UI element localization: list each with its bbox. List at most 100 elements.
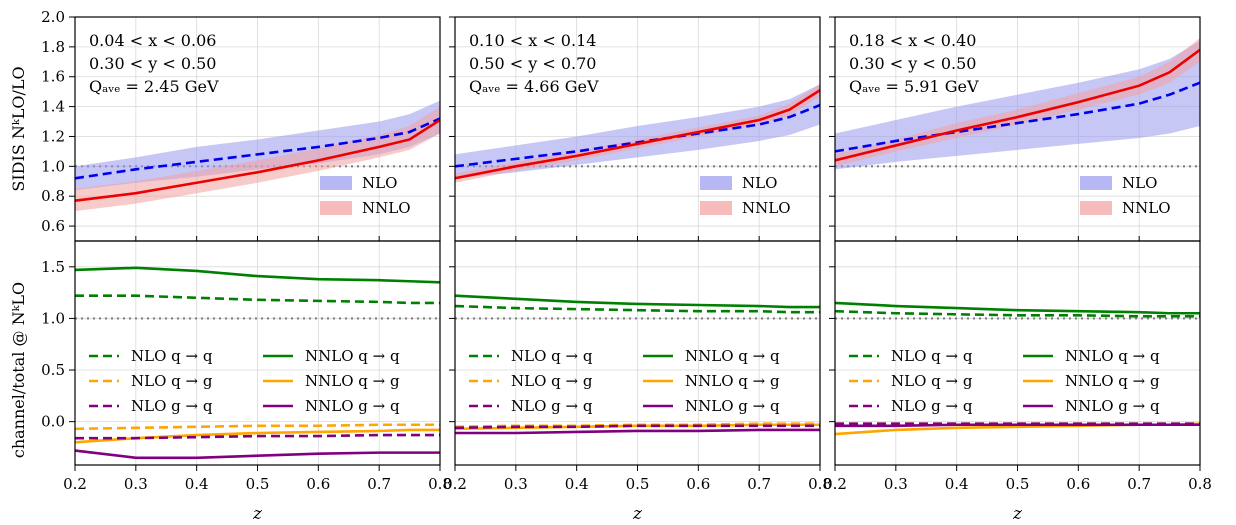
band-nlo <box>75 100 440 191</box>
channel-line-1 <box>454 294 820 309</box>
bottom-legend-label-1: NNLO q → q <box>1065 347 1160 365</box>
bottom-y-tick-label: 1.0 <box>41 309 65 327</box>
channel-line-0 <box>454 304 820 314</box>
bottom-legend-label-4: NLO g → q <box>131 397 213 415</box>
top-y-tick-label: 1.4 <box>41 98 65 116</box>
bottom-legend-label-2: NLO q → g <box>891 372 973 390</box>
panels: 0.2 0.3 0.4 0.5 0.6 0.7 0.8 z 0.6 0.8 1.0 1.2 1.4 1.6… <box>41 8 1212 524</box>
bottom-legend-label-3: NNLO q → g <box>305 372 400 390</box>
panel-left: 0.2 0.3 0.4 0.5 0.6 0.7 0.8 z 0.6 0.8 1.0 1.2 1.4 1.6… <box>41 8 452 524</box>
bottom-legend-label-0: NLO q → q <box>511 347 593 365</box>
top-y-tick-label: 1.6 <box>41 68 65 86</box>
bottom-legend-label-0: NLO q → q <box>891 347 973 365</box>
panel-info-line-2: Qₐᵥₑ = 5.91 GeV <box>849 77 979 96</box>
panel-info-line-1: 0.30 < y < 0.50 <box>89 54 216 73</box>
x-tick-label: 0.5 <box>626 475 650 493</box>
bottom-legend-label-5: NNLO g → q <box>305 397 400 415</box>
bottom-y-tick-label: 1.5 <box>41 258 65 276</box>
top-y-tick-label: 1.0 <box>41 157 65 175</box>
top-legend-swatch-1 <box>1080 201 1112 215</box>
x-tick-label: 0.7 <box>367 475 391 493</box>
bottom-y-tick-label: 0.0 <box>41 413 65 431</box>
x-tick-label: 0.4 <box>565 475 589 493</box>
x-tick-label: 0.3 <box>884 475 908 493</box>
bottom-legend-label-4: NLO g → q <box>511 397 593 415</box>
channel-line-2 <box>74 423 440 431</box>
band-nnlo <box>835 37 1200 167</box>
x-tick-label: 0.8 <box>1188 475 1212 493</box>
x-tick-label: 0.2 <box>63 475 87 493</box>
x-axis-label: z <box>632 504 643 524</box>
x-tick-label: 0.3 <box>124 475 148 493</box>
x-tick-label: 0.6 <box>1066 475 1090 493</box>
top-legend-swatch-0 <box>1080 176 1112 190</box>
top-y-tick-label: 1.8 <box>41 38 65 56</box>
channel-line-0 <box>834 309 1200 318</box>
bottom-legend-label-5: NNLO g → q <box>685 397 780 415</box>
x-axis-label: z <box>252 504 263 524</box>
panel-info-line-2: Qₐᵥₑ = 2.45 GeV <box>89 77 219 96</box>
bottom-legend-label-2: NLO q → g <box>131 372 213 390</box>
x-tick-label: 0.3 <box>504 475 528 493</box>
top-legend-swatch-0 <box>320 176 352 190</box>
bottom-legend-label-3: NNLO q → g <box>1065 372 1160 390</box>
bottom-y-axis-label: channel/total @ NᵏLO <box>9 282 28 458</box>
x-tick-label: 0.2 <box>443 475 467 493</box>
bottom-legend-label-3: NNLO q → g <box>685 372 780 390</box>
line-nlo <box>74 117 441 180</box>
channel-line-5 <box>835 423 1200 428</box>
x-tick-label: 0.4 <box>945 475 969 493</box>
panel-right: 0.2 0.3 0.4 0.5 0.6 0.7 0.8 z 0.18 < x < 0.40 0.3… <box>823 16 1212 524</box>
bottom-legend-label-1: NNLO q → q <box>305 347 400 365</box>
top-legend-label-0: NLO <box>742 174 777 192</box>
panel-info-line-2: Qₐᵥₑ = 4.66 GeV <box>469 77 599 96</box>
x-tick-label: 0.8 <box>428 475 452 493</box>
line-nnlo <box>454 89 821 180</box>
x-tick-label: 0.2 <box>823 475 847 493</box>
top-legend-swatch-1 <box>700 201 732 215</box>
line-nnlo <box>74 118 441 202</box>
line-nnlo <box>834 48 1201 162</box>
top-legend-label-1: NNLO <box>362 199 411 217</box>
panel-middle: 0.2 0.3 0.4 0.5 0.6 0.7 0.8 z 0.10 < x < 0.14 0.5… <box>443 16 832 524</box>
x-tick-label: 0.4 <box>185 475 209 493</box>
x-tick-label: 0.6 <box>306 475 330 493</box>
band-nnlo <box>455 84 820 183</box>
band-nnlo <box>75 106 440 212</box>
panel-info-line-0: 0.04 < x < 0.06 <box>89 31 216 50</box>
x-axis-label: z <box>1012 504 1023 524</box>
channel-line-1 <box>834 301 1200 315</box>
x-tick-label: 0.5 <box>246 475 270 493</box>
panel-info-line-1: 0.50 < y < 0.70 <box>469 54 596 73</box>
channel-line-4 <box>75 433 440 440</box>
bottom-y-tick-label: 0.5 <box>41 361 65 379</box>
bottom-legend-label-0: NLO q → q <box>131 347 213 365</box>
top-legend-label-0: NLO <box>362 174 397 192</box>
top-legend-label-1: NNLO <box>742 199 791 217</box>
panel-info-line-1: 0.30 < y < 0.50 <box>849 54 976 73</box>
x-tick-label: 0.6 <box>686 475 710 493</box>
top-y-tick-label: 2.0 <box>41 8 65 26</box>
channel-line-5 <box>455 428 820 435</box>
top-y-axis-label: SIDIS NᵏLO/LO <box>9 66 28 191</box>
panel-info-line-0: 0.18 < x < 0.40 <box>849 31 976 50</box>
line-nlo <box>834 81 1201 153</box>
top-y-tick-label: 1.2 <box>41 127 65 145</box>
bottom-legend-label-4: NLO g → q <box>891 397 973 415</box>
bottom-legend-label-5: NNLO g → q <box>1065 397 1160 415</box>
panel-info-line-0: 0.10 < x < 0.14 <box>469 31 596 50</box>
x-tick-label: 0.5 <box>1006 475 1030 493</box>
x-tick-label: 0.8 <box>808 475 832 493</box>
x-tick-label: 0.7 <box>1127 475 1151 493</box>
top-legend-swatch-0 <box>700 176 732 190</box>
channel-line-4 <box>454 424 820 430</box>
top-legend-label-0: NLO <box>1122 174 1157 192</box>
x-tick-label: 0.7 <box>747 475 771 493</box>
channel-line-0 <box>75 294 440 305</box>
bottom-legend-label-2: NLO q → g <box>511 372 593 390</box>
channel-line-1 <box>74 266 441 284</box>
channel-line-5 <box>74 449 440 460</box>
top-y-tick-label: 0.6 <box>41 217 65 235</box>
top-legend-swatch-1 <box>320 201 352 215</box>
